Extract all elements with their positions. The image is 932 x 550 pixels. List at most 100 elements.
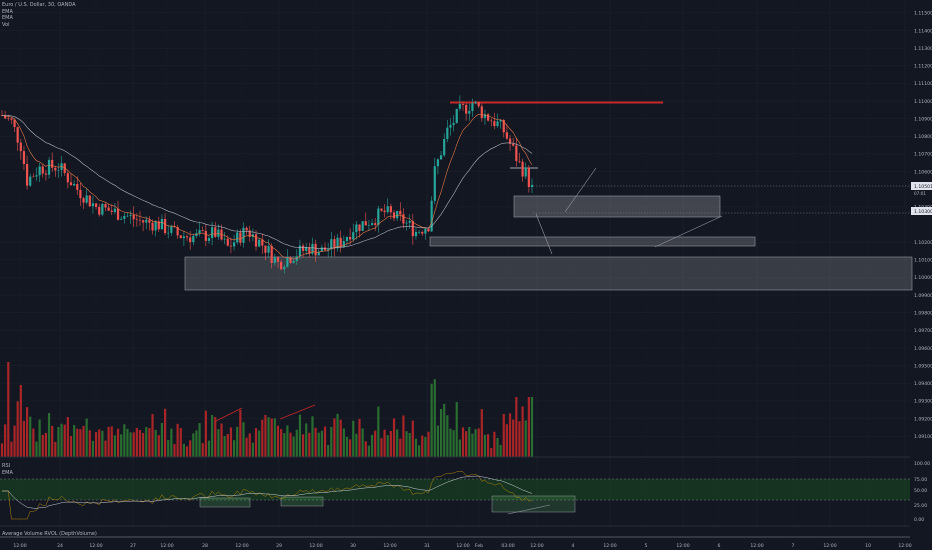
candle-body <box>402 214 405 224</box>
volume-bar <box>518 421 521 457</box>
volume-bar <box>69 435 73 457</box>
volume-bar <box>82 425 85 457</box>
volume-bar <box>414 438 418 457</box>
candle-body <box>530 184 534 187</box>
time-tick-label: 10 <box>865 543 871 549</box>
candle-body <box>490 120 493 122</box>
candle-body <box>98 206 101 215</box>
volume-bar <box>443 403 446 457</box>
volume-bar <box>239 409 242 457</box>
candle-body <box>505 132 509 139</box>
price-tag-label: 1.10501 <box>914 184 932 190</box>
candle-body <box>10 118 13 120</box>
candle-body <box>433 166 436 201</box>
time-tick-label: 29 <box>276 543 282 549</box>
candle-body <box>173 226 176 228</box>
candle-body <box>358 224 361 231</box>
rsi-label[interactable]: RSI <box>2 463 11 469</box>
volume-bar <box>211 415 214 457</box>
candle-body <box>427 228 430 232</box>
candle-body <box>248 230 251 237</box>
volume-bar <box>251 442 254 457</box>
candle-body <box>336 237 339 249</box>
volume-bar <box>76 428 79 457</box>
candle-body <box>85 195 88 203</box>
price-tick-label: 1.11100 <box>914 81 932 87</box>
time-tick-label: 4 <box>572 543 575 549</box>
indicator-ema-1[interactable]: EMA <box>2 8 13 15</box>
volume-bar <box>120 434 123 457</box>
candle-body <box>474 102 477 104</box>
volume-bar <box>377 406 380 457</box>
volume-bar <box>370 434 374 457</box>
volume-bar <box>480 409 483 457</box>
volume-bar <box>490 448 493 457</box>
candle-body <box>289 257 292 263</box>
volume-bar <box>79 429 82 457</box>
candle-body <box>496 121 499 127</box>
candle-body <box>308 247 311 254</box>
volume-trend-line-1 <box>215 407 243 422</box>
indicator-vol[interactable]: Vol <box>2 21 10 28</box>
candle-body <box>185 236 189 238</box>
candle-body <box>132 214 135 220</box>
volume-bar <box>314 427 317 457</box>
candle-body <box>145 219 148 223</box>
candle-body <box>380 208 383 211</box>
rsi-tick-label: 25.00 <box>914 503 927 509</box>
candle-body <box>502 119 505 133</box>
price-axis[interactable]: 1.11500 1.11400 1.11300 1.11200 1.11100 1.110… <box>914 11 932 440</box>
candle-body <box>452 122 455 125</box>
volume-bar <box>402 415 405 457</box>
volume-bar <box>254 428 258 457</box>
price-tag-time: 07:01 <box>914 191 926 196</box>
candle-body <box>455 108 458 123</box>
candle-body <box>88 195 91 207</box>
candle-body <box>355 224 358 233</box>
volume-bar <box>477 428 480 457</box>
candle-body <box>273 257 276 264</box>
volume-bar <box>73 425 76 457</box>
candle-body <box>493 121 496 127</box>
candle-body <box>167 232 170 234</box>
volume-bar <box>458 439 461 457</box>
indicator-ema-2[interactable]: EMA <box>2 15 13 21</box>
candle-body <box>142 220 145 223</box>
ema-fast-line <box>1 113 533 260</box>
candle-body <box>129 214 132 216</box>
price-tick-label: 1.11200 <box>914 64 932 70</box>
volume-bar <box>380 438 383 457</box>
volume-bar <box>512 419 515 457</box>
volume-bar <box>7 362 10 457</box>
candle-body <box>439 155 443 160</box>
volume-bar <box>327 445 330 457</box>
rsi-ema-label[interactable]: EMA <box>2 469 13 476</box>
candle-body <box>214 227 217 237</box>
volume-bar <box>138 430 142 457</box>
volume-bar <box>330 426 333 457</box>
volume-bar <box>530 397 534 457</box>
candle-body <box>330 239 333 250</box>
candle-body <box>345 236 349 242</box>
grid-lines <box>0 0 910 526</box>
volume-bar <box>471 433 474 457</box>
candle-body <box>323 247 327 251</box>
volume-bar <box>148 428 151 457</box>
volume-bar <box>185 446 189 457</box>
volume-bar <box>154 429 157 457</box>
volume-bar <box>47 413 51 457</box>
price-tick-label: 1.10200 <box>914 240 932 246</box>
candle-body <box>480 106 483 119</box>
time-tick-label: 12:00 <box>603 543 616 549</box>
time-axis[interactable]: 12:00 24 12:00 27 12:00 28 12:00 29 12:00 30 12:00… <box>13 543 911 549</box>
bottom-indicator-label[interactable]: Average Volume RVOL (DepthVolume) <box>2 531 97 537</box>
volume-bar <box>452 430 455 457</box>
volume-bar <box>317 432 320 457</box>
candle-body <box>446 127 449 139</box>
symbol-title[interactable]: Euro / U.S. Dollar, 30, OANDA <box>2 2 76 8</box>
volume-bar <box>521 406 524 457</box>
price-tick-label: 1.09300 <box>914 399 932 405</box>
candle-body <box>157 221 160 230</box>
volume-bar <box>29 416 32 457</box>
